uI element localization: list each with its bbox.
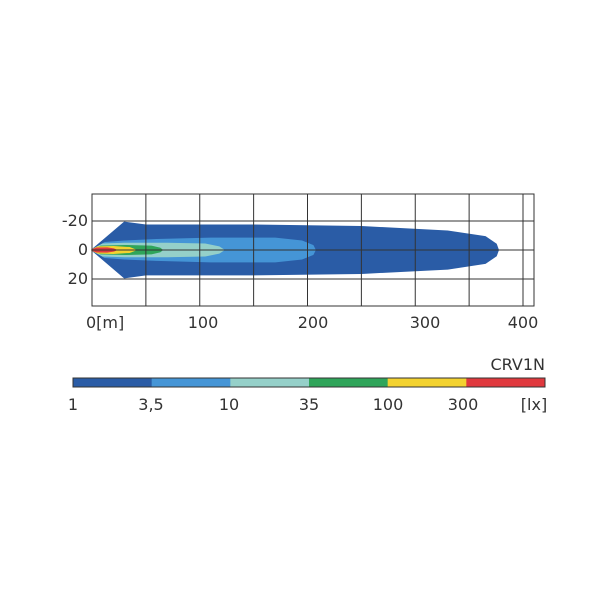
x-tick-label-200: 200 [298,313,329,332]
plot-area [91,193,535,307]
y-tick-label-0: 0 [78,240,88,259]
legend-swatch-6 [466,378,546,387]
legend-swatch-4 [309,378,389,387]
x-tick-label-300: 300 [410,313,441,332]
legend-color-bar [72,377,546,388]
legend-label-1: 1 [68,395,78,414]
legend-bar-border [72,377,546,388]
x-tick-label-400: 400 [508,313,539,332]
legend-labels: 1 3,5 10 35 100 300 [lx] [68,395,547,414]
x-tick-label-0: 0[m] [86,313,124,332]
axis-labels: -20 0 20 0[m] 100 200 300 400 [62,211,538,332]
legend-swatch-3 [230,378,310,387]
legend-label-10: 10 [219,395,239,414]
legend-label-100: 100 [373,395,404,414]
model-label: CRV1N [490,355,545,374]
x-tick-label-100: 100 [188,313,219,332]
legend-swatch-5 [387,378,467,387]
legend-label-35: 35 [299,395,319,414]
y-tick-label-neg20: -20 [62,211,88,230]
legend-swatch-1 [73,378,153,387]
legend-label-300: 300 [448,395,479,414]
grid [91,193,535,307]
lux-legend: 1 3,5 10 35 100 300 [lx] [68,377,547,414]
legend-unit-label: [lx] [521,395,547,414]
legend-label-3-5: 3,5 [138,395,163,414]
legend-swatch-2 [151,378,231,387]
y-tick-label-20: 20 [68,269,88,288]
